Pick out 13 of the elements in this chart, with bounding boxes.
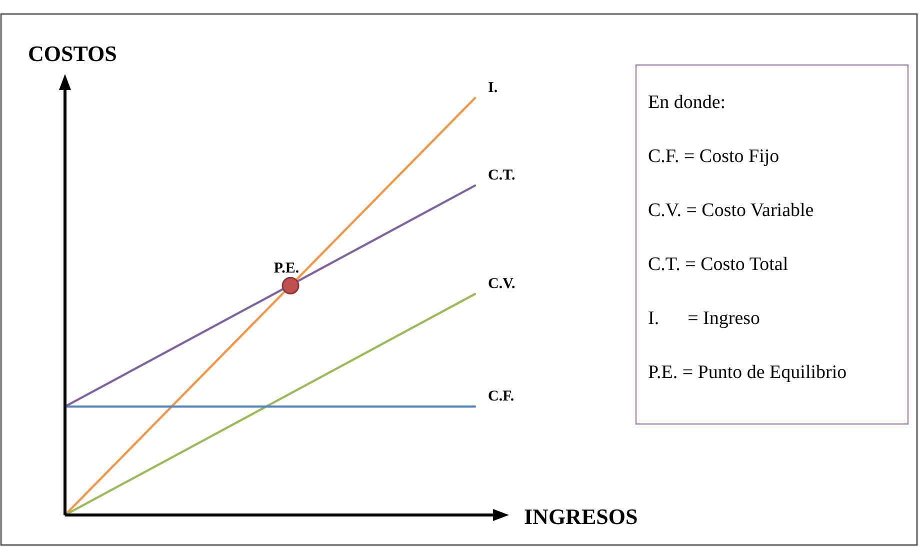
annotation: P.E. <box>274 260 300 277</box>
annotation: I. = Ingreso <box>648 308 760 329</box>
annotation: C.T. = Costo Total <box>648 254 788 275</box>
series-label: C.F. <box>488 388 514 405</box>
series-label: C.V. <box>488 276 516 292</box>
y-axis-title: COSTOS <box>28 41 117 66</box>
annotation: C.V. = Costo Variable <box>648 200 814 221</box>
annotation: En donde: <box>648 92 726 113</box>
annotation: C.F. = Costo Fijo <box>648 146 780 167</box>
x-axis-title: INGRESOS <box>524 504 638 529</box>
series-label: I. <box>488 80 498 96</box>
annotation: P.E. = Punto de Equilibrio <box>648 362 847 383</box>
series-label: C.T. <box>488 168 516 184</box>
